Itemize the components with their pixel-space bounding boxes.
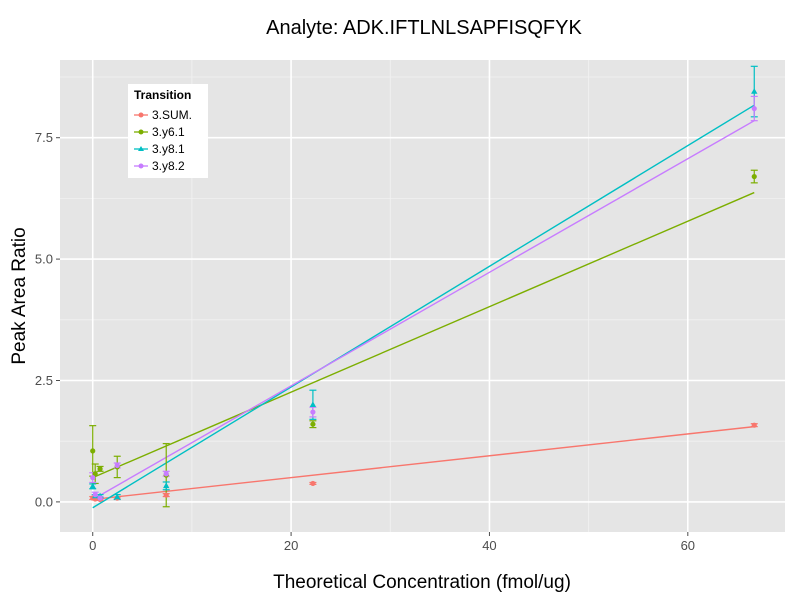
point-3-y8-2 bbox=[310, 409, 316, 415]
x-tick-label: 20 bbox=[284, 538, 298, 553]
y-tick-label: 7.5 bbox=[35, 130, 53, 145]
legend-key-marker bbox=[138, 112, 144, 118]
point-3-sum bbox=[163, 492, 169, 498]
point-3-y8-2 bbox=[90, 475, 96, 481]
legend-item-3-y8-2: 3.y8.2 bbox=[134, 159, 185, 173]
y-axis-title: Peak Area Ratio bbox=[9, 227, 30, 364]
y-tick-label: 5.0 bbox=[35, 252, 53, 267]
x-tick-label: 60 bbox=[681, 538, 695, 553]
x-tick-label: 0 bbox=[89, 538, 96, 553]
legend-label: 3.SUM. bbox=[152, 108, 192, 122]
point-3-y6-1 bbox=[97, 466, 103, 472]
x-tick-label: 40 bbox=[482, 538, 496, 553]
axes: 0 20 40 60 0.0 2.5 5.0 7.5 bbox=[35, 130, 695, 553]
point-3-y6-1 bbox=[751, 173, 757, 180]
data-points bbox=[89, 88, 758, 503]
legend-key-marker bbox=[138, 129, 144, 135]
legend-key-marker bbox=[138, 146, 144, 151]
fit-line-3-y8-1 bbox=[92, 104, 755, 509]
fit-lines bbox=[92, 104, 755, 509]
legend-label: 3.y8.2 bbox=[152, 159, 185, 173]
point-3-y8-1 bbox=[89, 482, 96, 489]
fit-line-3-y6-1 bbox=[92, 191, 755, 479]
point-3-y6-1 bbox=[90, 448, 96, 454]
fit-line-3-y8-2 bbox=[92, 120, 755, 501]
x-axis-title: Theoretical Concentration (fmol/ug) bbox=[273, 572, 571, 593]
point-3-y8-2 bbox=[92, 492, 98, 498]
legend-key-marker bbox=[138, 163, 144, 169]
legend-item-3-y6-1: 3.y6.1 bbox=[134, 125, 185, 139]
point-3-y8-2 bbox=[751, 105, 757, 112]
point-3-y6-1 bbox=[92, 471, 98, 477]
legend-label: 3.y8.1 bbox=[152, 142, 185, 156]
point-3-y6-1 bbox=[310, 421, 316, 427]
chart-title: Analyte: ADK.IFTLNLSAPFISQFYK bbox=[266, 17, 582, 39]
point-3-y8-1 bbox=[751, 88, 758, 94]
y-tick-label: 2.5 bbox=[35, 373, 53, 388]
legend-item-3-y8-1: 3.y8.1 bbox=[134, 142, 185, 156]
point-3-y8-1 bbox=[114, 493, 121, 500]
legend-label: 3.y6.1 bbox=[152, 125, 185, 139]
y-tick-label: 0.0 bbox=[35, 494, 53, 509]
point-3-sum bbox=[310, 480, 316, 487]
point-3-sum bbox=[751, 422, 757, 428]
point-3-y8-1 bbox=[309, 401, 317, 407]
grid-lines bbox=[60, 60, 785, 532]
legend: Transition 3.SUM. 3.y6.1 3.y8.1 3.y8.2 bbox=[128, 84, 208, 178]
fit-line-3-sum bbox=[92, 425, 755, 501]
point-3-y8-1 bbox=[163, 482, 170, 489]
point-3-y8-2 bbox=[114, 462, 120, 469]
legend-item-3-sum: 3.SUM. bbox=[134, 108, 192, 122]
point-3-y8-2 bbox=[97, 495, 103, 501]
point-3-y8-2 bbox=[163, 471, 169, 477]
legend-title: Transition bbox=[134, 88, 191, 102]
legend-items: 3.SUM. 3.y6.1 3.y8.1 3.y8.2 bbox=[134, 108, 192, 173]
